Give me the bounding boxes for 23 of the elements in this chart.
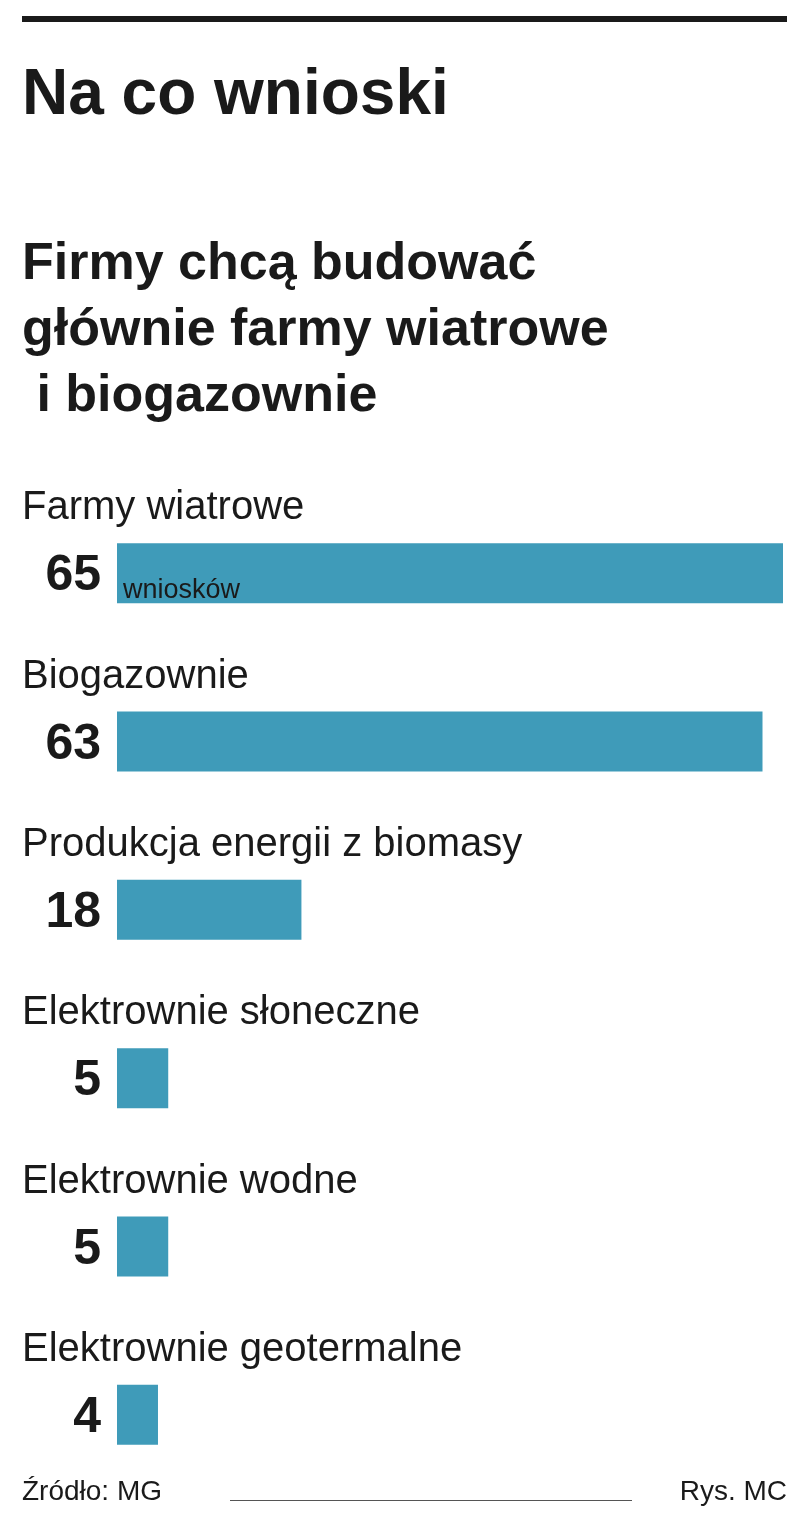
chart-subtitle: Firmy chcą budować głównie farmy wiatrowe i biogazownie: [22, 232, 609, 422]
data-label: 5: [73, 1050, 101, 1107]
y-tick-label: Biogazownie: [22, 651, 249, 696]
data-label: 4: [73, 1386, 102, 1443]
data-label: 5: [73, 1218, 101, 1275]
y-tick-label: Produkcja energii z biomasy: [22, 819, 523, 864]
bar: [117, 543, 783, 604]
chart-title: Na co wnioski: [22, 56, 449, 128]
bar: [117, 1384, 158, 1445]
y-tick-label: Elektrownie słoneczne: [22, 988, 420, 1033]
bar: [117, 1048, 169, 1109]
annotation: wniosków: [122, 573, 241, 604]
bar: [117, 879, 302, 940]
data-label: 63: [45, 713, 101, 770]
y-tick-label: Elektrownie geotermalne: [22, 1324, 463, 1369]
data-label: 18: [45, 881, 101, 938]
y-tick-label: Elektrownie wodne: [22, 1156, 358, 1201]
text: Rys. MC: [679, 1474, 787, 1506]
bar: [117, 711, 763, 772]
bar: [117, 1216, 169, 1277]
data-label: 65: [45, 545, 101, 602]
text: Źródło: MG: [22, 1474, 163, 1506]
y-tick-label: Farmy wiatrowe: [22, 483, 305, 528]
